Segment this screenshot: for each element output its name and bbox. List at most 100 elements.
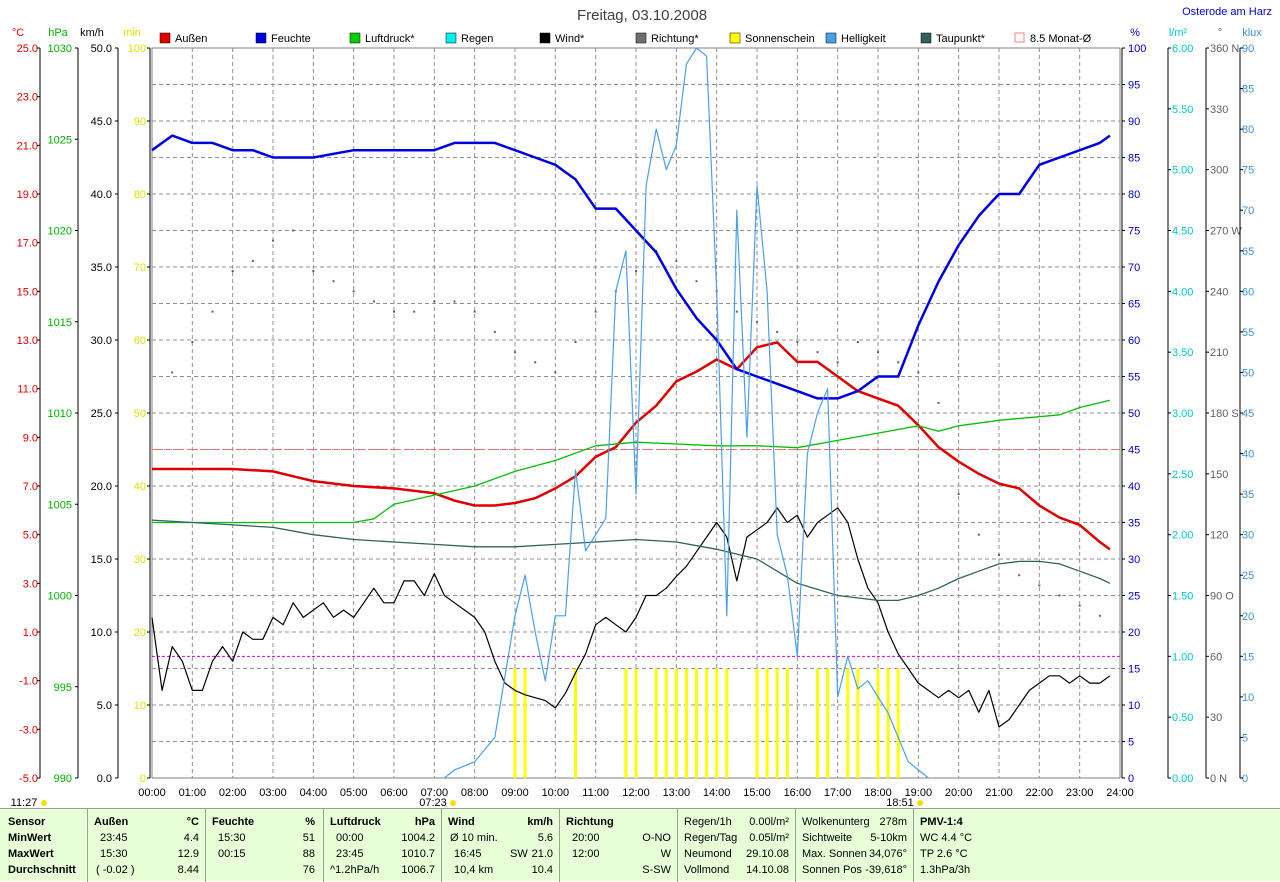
x-tick-label: 18:00 (864, 787, 892, 799)
direction-point (534, 361, 537, 364)
x-tick-label: 03:00 (259, 787, 287, 799)
y-tick-label-sunshine: 0 (140, 773, 146, 785)
legend-label: Außen (175, 33, 207, 45)
sunshine-bar (886, 668, 890, 778)
y-tick-label-temp: 5.0 (23, 530, 38, 542)
x-tick-label: 21:00 (985, 787, 1013, 799)
y-tick-label-rain: 0.50 (1172, 712, 1193, 724)
y-tick-label-rain: 1.50 (1172, 591, 1193, 603)
x-tick-label: 17:00 (824, 787, 852, 799)
x-tick-label: 01:00 (179, 787, 207, 799)
unit-wind: km/h (80, 27, 104, 39)
luftdruck-max-time: 23:45 (336, 848, 364, 860)
direction-point (332, 280, 335, 283)
direction-point (816, 351, 819, 354)
stats-panel: Sensor MinWert MaxWert Durchschnitt Auße… (0, 808, 1280, 882)
location-label: Osterode am Harz (1182, 6, 1272, 18)
x-tick-label: 16:00 (784, 787, 812, 799)
y-tick-label-temp: 13.0 (17, 335, 38, 347)
y-tick-label-humidity: 10 (1128, 700, 1140, 712)
y-tick-label-pressure: 995 (54, 682, 72, 694)
y-tick-label-humidity: 50 (1128, 408, 1140, 420)
regen-r1-val: 0.05l/m² (749, 832, 789, 844)
y-tick-label-direction: 0 N (1210, 773, 1227, 785)
direction-point (372, 300, 375, 303)
y-tick-label-light: 25 (1242, 570, 1254, 582)
chart-title: Freitag, 03.10.2008 (577, 7, 707, 24)
y-tick-label-temp: 1.0 (23, 627, 38, 639)
y-tick-label-light: 60 (1242, 286, 1254, 298)
y-tick-label-light: 15 (1242, 651, 1254, 663)
y-tick-label-temp: 9.0 (23, 432, 38, 444)
feuchte-title: Feuchte (212, 816, 255, 828)
y-tick-label-sunshine: 50 (134, 408, 146, 420)
sunshine-bar (715, 668, 719, 778)
y-tick-label-humidity: 30 (1128, 554, 1140, 566)
time-marks: 11:27 07:23 18:51 (11, 797, 923, 808)
y-tick-label-wind: 30.0 (91, 335, 112, 347)
y-tick-label-light: 45 (1242, 408, 1254, 420)
y-tick-label-light: 5 (1242, 732, 1248, 744)
y-tick-label-sunshine: 30 (134, 554, 146, 566)
richtung-r3-val: S-SW (642, 864, 671, 876)
stats-col-labels: Sensor MinWert MaxWert Durchschnitt (0, 809, 88, 882)
wolken-r2-label: Max. Sonnen (802, 848, 867, 860)
stats-col-pmv: PMV-1:4 WC 4.4 °C TP 2.6 °C 1.3hPa/3h (914, 809, 1280, 882)
legend-swatch (635, 32, 647, 44)
y-tick-label-humidity: 70 (1128, 262, 1140, 274)
y-tick-label-light: 10 (1242, 692, 1254, 704)
x-tick-label: 20:00 (945, 787, 973, 799)
direction-point (796, 341, 799, 344)
direction-point (211, 310, 214, 313)
direction-point (514, 351, 516, 354)
sunshine-bar (664, 668, 668, 778)
sunshine-bar (785, 668, 789, 778)
legend-label: Wind* (555, 33, 585, 45)
y-tick-label-rain: 0.00 (1172, 773, 1193, 785)
series-line-feuchte (151, 134, 1111, 400)
luftdruck-min-val: 1004.2 (401, 832, 435, 844)
y-tick-label-humidity: 0 (1128, 773, 1134, 785)
legend-swatch (539, 32, 551, 44)
y-tick-label-sunshine: 10 (134, 700, 146, 712)
y-tick-label-temp: -3.0 (19, 724, 38, 736)
sunrise-dot (450, 800, 456, 806)
sunshine-bar (624, 668, 628, 778)
direction-point (877, 351, 879, 354)
sunshine-bar (876, 668, 880, 778)
direction-point (1018, 574, 1021, 577)
stats-col-aussen: Außen °C 23:45 4.4 15:30 12.9 ( -0.02 ) … (88, 809, 206, 882)
y-tick-label-light: 35 (1242, 489, 1254, 501)
y-tick-label-direction: 60 (1210, 651, 1222, 663)
y-tick-label-light: 0 (1242, 773, 1248, 785)
direction-point (957, 493, 960, 496)
y-tick-label-humidity: 100 (1128, 43, 1146, 55)
legend-swatch (729, 32, 741, 44)
direction-point (493, 330, 496, 333)
chart-legend: Außen Feuchte Luftdruck* Regen Wind* Richtung… (159, 32, 1092, 45)
direction-point (1038, 584, 1041, 587)
x-tick-label: 08:00 (461, 787, 489, 799)
richtung-r1-val: O-NO (642, 832, 671, 844)
regen-r3-val: 14.10.08 (746, 864, 789, 876)
direction-point (594, 310, 597, 313)
luftdruck-max-val: 1010.7 (401, 848, 435, 860)
direction-point (433, 300, 436, 303)
wolken-r1-val: 5-10km (870, 832, 907, 844)
y-tick-label-humidity: 90 (1128, 116, 1140, 128)
richtung-r2-val: W (660, 848, 671, 860)
y-tick-label-light: 55 (1242, 327, 1254, 339)
richtung-title: Richtung (566, 816, 614, 828)
y-tick-label-light: 50 (1242, 367, 1254, 379)
y-tick-label-pressure: 1010 (48, 408, 72, 420)
regen-r0-label: Regen/1h (684, 816, 732, 828)
y-tick-label-temp: 19.0 (17, 189, 38, 201)
regen-r2-val: 29.10.08 (746, 848, 789, 860)
sunshine-bar (896, 668, 900, 778)
x-tick-label: 22:00 (1026, 787, 1054, 799)
aussen-unit: °C (186, 816, 199, 828)
sunshine-bar (674, 668, 678, 778)
y-tick-label-wind: 5.0 (97, 700, 112, 712)
pmv-r3: 1.3hPa/3h (920, 864, 971, 876)
legend-swatch (349, 32, 361, 44)
